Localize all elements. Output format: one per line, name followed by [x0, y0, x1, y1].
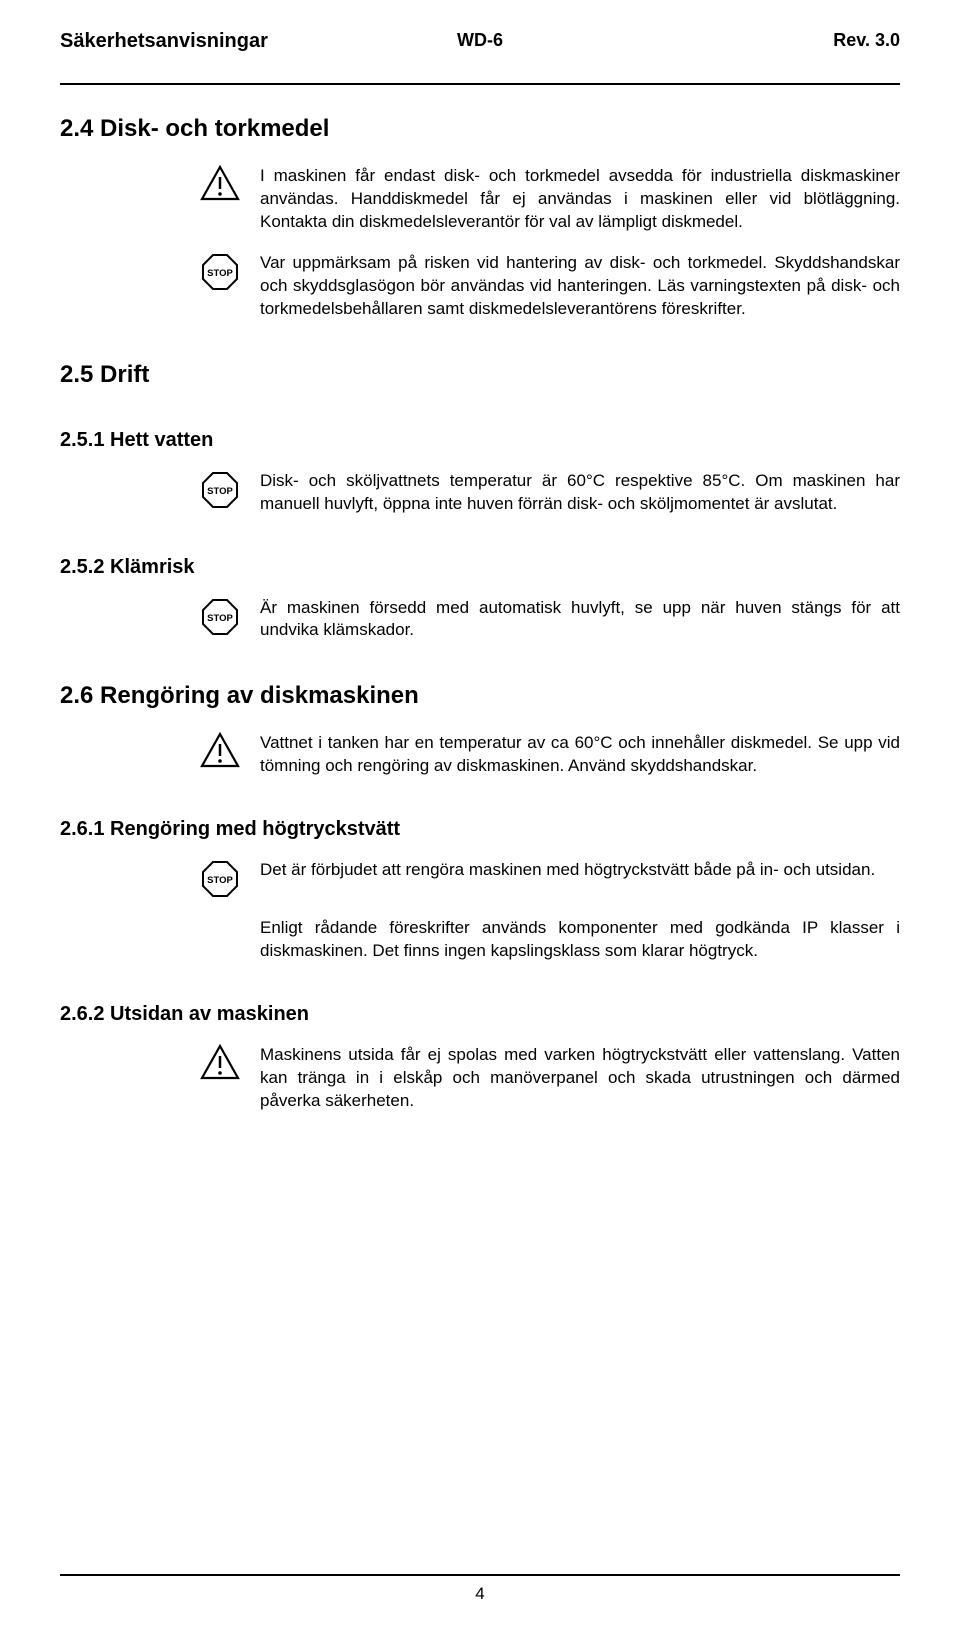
- page-header: Säkerhetsanvisningar WD-6 Rev. 3.0: [60, 30, 900, 57]
- header-right: Rev. 3.0: [833, 30, 900, 51]
- svg-text:STOP: STOP: [207, 486, 233, 497]
- heading-2-5-2: 2.5.2 Klämrisk: [60, 556, 900, 579]
- stop-icon: STOP: [200, 252, 240, 292]
- text-2-5-1-p1: Disk- och sköljvattnets temperatur är 60…: [260, 470, 900, 516]
- text-2-5-2-p1: Är maskinen försedd med automatisk huvly…: [260, 597, 900, 643]
- text-2-6-p1: Vattnet i tanken har en temperatur av ca…: [260, 732, 900, 778]
- heading-2-6-2: 2.6.2 Utsidan av maskinen: [60, 1003, 900, 1026]
- page-number: 4: [475, 1584, 484, 1604]
- text-2-6-1-p1: Det är förbjudet att rengöra maskinen me…: [260, 859, 900, 882]
- block-2-6-1-p2: Enligt rådande föreskrifter används komp…: [60, 917, 900, 963]
- heading-2-5: 2.5 Drift: [60, 361, 900, 389]
- svg-text:STOP: STOP: [207, 613, 233, 624]
- text-2-4-p1: I maskinen får endast disk- och torkmede…: [260, 165, 900, 234]
- warning-icon: [200, 165, 240, 201]
- svg-text:STOP: STOP: [207, 268, 233, 279]
- block-2-6-p1: Vattnet i tanken har en temperatur av ca…: [60, 732, 900, 778]
- block-2-5-1-p1: STOP Disk- och sköljvattnets temperatur …: [60, 470, 900, 516]
- header-center: WD-6: [457, 30, 503, 51]
- stop-icon: STOP: [200, 470, 240, 510]
- block-2-4-p2: STOP Var uppmärksam på risken vid hanter…: [60, 252, 900, 321]
- text-2-6-2-p1: Maskinens utsida får ej spolas med varke…: [260, 1044, 900, 1113]
- text-2-6-1-p2: Enligt rådande föreskrifter används komp…: [260, 917, 900, 963]
- block-2-6-2-p1: Maskinens utsida får ej spolas med varke…: [60, 1044, 900, 1113]
- stop-icon: STOP: [200, 597, 240, 637]
- block-2-6-1-p1: STOP Det är förbjudet att rengöra maskin…: [60, 859, 900, 899]
- warning-icon: [200, 732, 240, 768]
- heading-2-5-1: 2.5.1 Hett vatten: [60, 429, 900, 452]
- text-2-4-p2: Var uppmärksam på risken vid hantering a…: [260, 252, 900, 321]
- stop-icon: STOP: [200, 859, 240, 899]
- footer-rule: [60, 1574, 900, 1576]
- block-2-4-p1: I maskinen får endast disk- och torkmede…: [60, 165, 900, 234]
- svg-text:STOP: STOP: [207, 875, 233, 886]
- header-rule: [60, 83, 900, 85]
- heading-2-6-1: 2.6.1 Rengöring med högtryckstvätt: [60, 818, 900, 841]
- heading-2-4: 2.4 Disk- och torkmedel: [60, 115, 900, 143]
- header-left: Säkerhetsanvisningar: [60, 30, 268, 53]
- heading-2-6: 2.6 Rengöring av diskmaskinen: [60, 682, 900, 710]
- warning-icon: [200, 1044, 240, 1080]
- block-2-5-2-p1: STOP Är maskinen försedd med automatisk …: [60, 597, 900, 643]
